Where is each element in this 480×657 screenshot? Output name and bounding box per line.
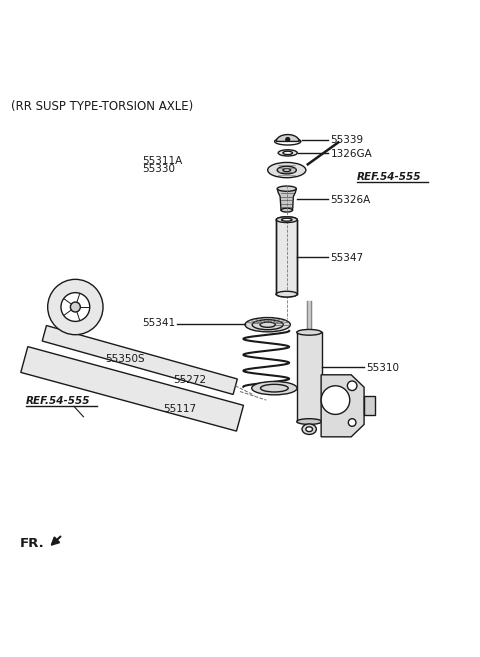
Text: REF.54-555: REF.54-555 xyxy=(26,396,91,406)
Ellipse shape xyxy=(281,208,292,212)
Ellipse shape xyxy=(281,218,292,221)
Text: FR.: FR. xyxy=(20,537,44,550)
Text: 55310: 55310 xyxy=(366,363,399,373)
Ellipse shape xyxy=(245,317,290,332)
Text: 55326A: 55326A xyxy=(331,195,371,206)
Text: 55330: 55330 xyxy=(142,164,175,174)
Circle shape xyxy=(348,381,357,390)
Ellipse shape xyxy=(252,382,297,395)
Circle shape xyxy=(348,419,356,426)
Ellipse shape xyxy=(283,151,292,154)
Text: 55272: 55272 xyxy=(173,374,206,384)
Circle shape xyxy=(48,279,103,334)
FancyBboxPatch shape xyxy=(297,332,322,422)
Ellipse shape xyxy=(297,329,322,335)
Text: 55347: 55347 xyxy=(331,253,364,263)
Polygon shape xyxy=(321,374,364,437)
Ellipse shape xyxy=(297,419,322,424)
Circle shape xyxy=(71,302,80,312)
Ellipse shape xyxy=(276,291,297,297)
Polygon shape xyxy=(276,135,299,141)
Ellipse shape xyxy=(277,186,296,191)
Polygon shape xyxy=(277,189,296,210)
Polygon shape xyxy=(21,347,243,431)
Circle shape xyxy=(61,292,90,321)
Circle shape xyxy=(321,386,350,415)
Ellipse shape xyxy=(277,166,296,174)
Text: 55339: 55339 xyxy=(331,135,364,145)
Ellipse shape xyxy=(268,162,306,177)
Text: 55117: 55117 xyxy=(164,403,197,414)
Ellipse shape xyxy=(306,427,312,432)
Polygon shape xyxy=(364,396,374,415)
Text: 1326GA: 1326GA xyxy=(331,149,372,159)
Ellipse shape xyxy=(281,218,292,221)
Polygon shape xyxy=(42,325,237,394)
Ellipse shape xyxy=(276,291,297,297)
Ellipse shape xyxy=(276,217,297,223)
Circle shape xyxy=(286,137,289,141)
Text: (RR SUSP TYPE-TORSION AXLE): (RR SUSP TYPE-TORSION AXLE) xyxy=(11,101,193,114)
Text: 55341: 55341 xyxy=(142,318,175,328)
Ellipse shape xyxy=(283,169,290,171)
Text: 55311A: 55311A xyxy=(142,156,182,166)
Text: 55350S: 55350S xyxy=(106,354,145,364)
Ellipse shape xyxy=(278,150,297,156)
Text: REF.54-555: REF.54-555 xyxy=(357,171,421,181)
Ellipse shape xyxy=(276,217,297,223)
FancyBboxPatch shape xyxy=(276,219,297,294)
Ellipse shape xyxy=(302,424,316,434)
